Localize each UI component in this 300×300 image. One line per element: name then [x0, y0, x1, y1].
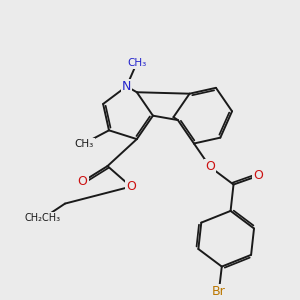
- Text: Br: Br: [212, 285, 226, 298]
- Text: CH₃: CH₃: [127, 58, 146, 68]
- Text: N: N: [122, 80, 131, 93]
- Text: O: O: [254, 169, 263, 182]
- Text: O: O: [78, 175, 88, 188]
- Text: CH₃: CH₃: [74, 139, 94, 148]
- Text: O: O: [126, 180, 136, 193]
- Text: CH₂CH₃: CH₂CH₃: [25, 213, 61, 223]
- Text: O: O: [205, 160, 215, 173]
